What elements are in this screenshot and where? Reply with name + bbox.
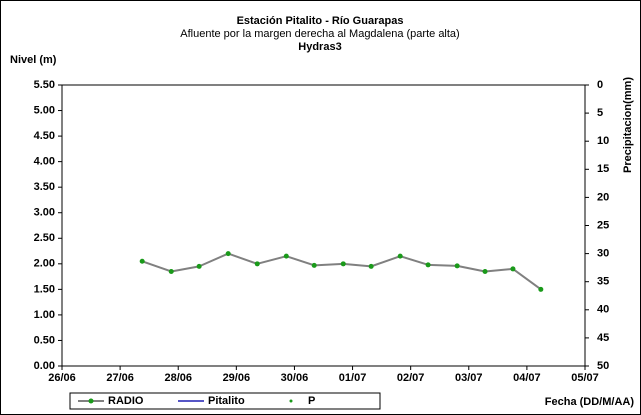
legend-label: RADIO bbox=[108, 395, 144, 407]
y-tick-label: 3.50 bbox=[34, 181, 55, 193]
series-marker bbox=[311, 262, 317, 268]
x-tick-label: 27/06 bbox=[106, 372, 134, 384]
y-tick-label: 0.50 bbox=[34, 334, 55, 346]
y2-tick-label: 10 bbox=[597, 135, 609, 147]
chart-source: Hydras3 bbox=[298, 41, 341, 53]
y-tick-label: 1.00 bbox=[34, 309, 55, 321]
x-tick-label: 26/06 bbox=[48, 372, 76, 384]
y-tick-label: 4.00 bbox=[34, 156, 55, 168]
x-tick-label: 03/07 bbox=[455, 372, 483, 384]
y-tick-label: 2.00 bbox=[34, 258, 55, 270]
series-marker bbox=[340, 261, 346, 267]
series-marker bbox=[425, 262, 431, 268]
x-tick-label: 02/07 bbox=[397, 372, 425, 384]
x-axis-label: Fecha (DD/M/AA) bbox=[545, 396, 635, 408]
legend-marker bbox=[88, 398, 94, 404]
series-marker bbox=[139, 258, 145, 264]
plot-area bbox=[61, 84, 586, 367]
series-marker bbox=[225, 251, 231, 257]
series-marker bbox=[196, 263, 202, 269]
x-tick-label: 05/07 bbox=[571, 372, 599, 384]
legend bbox=[69, 392, 381, 410]
y-axis-label: Nivel (m) bbox=[10, 54, 57, 66]
x-tick-label: 30/06 bbox=[281, 372, 309, 384]
y-tick-label: 2.50 bbox=[34, 232, 55, 244]
y-tick-label: 3.00 bbox=[34, 207, 55, 219]
y-tick-label: 1.50 bbox=[34, 283, 55, 295]
y2-tick-label: 30 bbox=[597, 248, 609, 260]
chart-subtitle: Afluente por la margen derecha al Magdal… bbox=[180, 28, 459, 40]
y-tick-label: 0.00 bbox=[34, 360, 55, 372]
legend-marker bbox=[289, 399, 293, 403]
y-tick-label: 4.50 bbox=[34, 130, 55, 142]
series-marker bbox=[168, 268, 174, 274]
series-marker bbox=[254, 261, 260, 267]
series-marker bbox=[510, 266, 516, 272]
y2-tick-label: 35 bbox=[597, 276, 609, 288]
y2-tick-label: 15 bbox=[597, 163, 609, 175]
x-tick-label: 01/07 bbox=[339, 372, 367, 384]
chart-title: Estación Pitalito - Río Guarapas bbox=[237, 15, 404, 27]
series-marker bbox=[482, 268, 488, 274]
x-tick-label: 29/06 bbox=[223, 372, 251, 384]
x-tick-label: 28/06 bbox=[164, 372, 192, 384]
y2-tick-label: 40 bbox=[597, 304, 609, 316]
series-marker bbox=[454, 263, 460, 269]
y2-tick-label: 45 bbox=[597, 332, 609, 344]
series-marker bbox=[397, 253, 403, 259]
y-tick-label: 5.50 bbox=[34, 79, 55, 91]
y2-tick-label: 5 bbox=[597, 107, 603, 119]
y2-tick-label: 20 bbox=[597, 191, 609, 203]
y2-tick-label: 50 bbox=[597, 360, 609, 372]
y-tick-label: 5.00 bbox=[34, 104, 55, 116]
series-marker bbox=[368, 263, 374, 269]
y2-tick-label: 25 bbox=[597, 219, 609, 231]
legend-label: Pitalito bbox=[208, 395, 245, 407]
y2-axis-label: Precipitacion(mm) bbox=[622, 77, 634, 173]
y2-tick-label: 0 bbox=[597, 79, 603, 91]
series-marker bbox=[283, 253, 289, 259]
series-marker bbox=[538, 286, 544, 292]
x-tick-label: 04/07 bbox=[513, 372, 541, 384]
legend-label: P bbox=[308, 395, 315, 407]
